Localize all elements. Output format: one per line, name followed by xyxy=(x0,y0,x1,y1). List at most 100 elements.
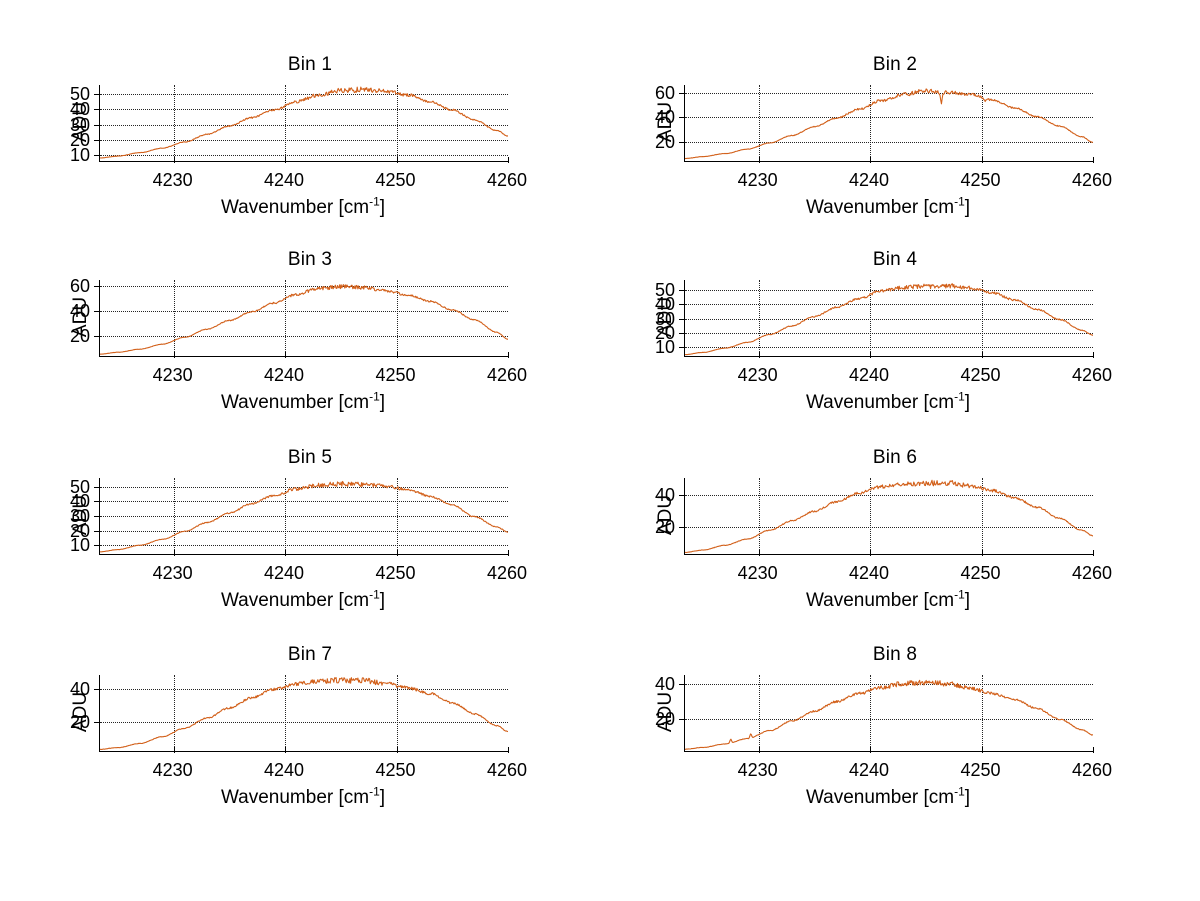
x-tick-label: 4260 xyxy=(486,563,528,583)
x-axis-label: Wavenumber [cm-1] xyxy=(684,589,1092,612)
x-gridline xyxy=(870,675,871,751)
x-tick xyxy=(508,746,509,753)
x-tick-label: 4240 xyxy=(263,760,305,780)
spectrum-line xyxy=(685,85,1093,161)
panel-bin-5: Bin 5 ADU 10 20 30 40 50 4230 4240 4250 4260 Wa… xyxy=(10,445,610,645)
x-tick-label: 4240 xyxy=(848,760,890,780)
x-tick-label: 4230 xyxy=(737,760,778,780)
x-axis-label-bracket: ] xyxy=(379,787,386,808)
x-tick xyxy=(870,549,871,556)
y-tick-label: 20 xyxy=(69,326,90,347)
x-axis-label-bracket: ] xyxy=(964,590,971,611)
x-tick xyxy=(173,746,175,753)
x-tick-label: 4250 xyxy=(960,365,1001,385)
x-axis-label-bracket: ] xyxy=(379,392,386,413)
x-tick xyxy=(396,746,398,753)
x-tick-label: 4240 xyxy=(263,563,305,583)
x-gridline xyxy=(285,675,286,751)
y-tick-label: 20 xyxy=(654,132,675,153)
panel-title: Bin 6 xyxy=(872,447,918,468)
y-tick xyxy=(94,139,100,141)
x-tick xyxy=(758,351,760,358)
y-gridline xyxy=(100,516,508,517)
x-gridline xyxy=(981,85,983,161)
y-gridline xyxy=(100,545,508,547)
y-tick xyxy=(679,347,685,349)
y-tick-label: 10 xyxy=(69,535,90,556)
x-tick xyxy=(870,351,871,358)
y-tick-label: 40 xyxy=(654,485,675,506)
x-axis-label: Wavenumber [cm-1] xyxy=(99,784,507,809)
x-tick-label: 4260 xyxy=(1071,365,1113,385)
x-tick-label: 4250 xyxy=(375,170,416,190)
x-tick-label: 4240 xyxy=(848,563,890,583)
x-axis-label: Wavenumber [cm-1] xyxy=(684,391,1092,414)
plot-area xyxy=(100,85,508,161)
y-tick xyxy=(94,722,100,724)
x-tick-label: 4250 xyxy=(375,365,416,385)
x-tick-label: 4260 xyxy=(1071,760,1113,780)
x-gridline xyxy=(173,478,175,554)
y-tick-label: 30 xyxy=(654,308,675,329)
spectrum-line xyxy=(100,85,508,161)
y-gridline xyxy=(685,683,1093,685)
spectrum-line xyxy=(100,675,508,751)
x-gridline xyxy=(396,478,398,554)
y-tick-label: 40 xyxy=(69,678,90,699)
x-axis-label: Wavenumber [cm-1] xyxy=(99,589,507,612)
x-tick xyxy=(285,746,286,753)
x-tick-label: 4250 xyxy=(375,760,416,780)
x-tick xyxy=(173,549,175,556)
panel-bin-6: Bin 6 ADU 20 40 4230 4240 4250 4260 Wavenumb… xyxy=(595,445,1195,645)
x-gridline xyxy=(758,85,760,161)
y-tick xyxy=(94,545,100,547)
y-tick-label: 60 xyxy=(654,82,675,103)
axes-box xyxy=(679,85,1094,163)
y-tick xyxy=(94,109,100,111)
x-tick-label: 4240 xyxy=(848,365,890,385)
x-tick xyxy=(285,351,286,358)
y-gridline xyxy=(685,318,1093,320)
x-tick xyxy=(1093,549,1094,556)
x-tick-label: 4250 xyxy=(960,760,1001,780)
y-gridline xyxy=(100,286,508,288)
x-tick xyxy=(981,746,983,753)
y-tick-label: 20 xyxy=(654,323,675,344)
y-gridline xyxy=(100,94,508,96)
x-tick xyxy=(758,156,760,163)
x-tick xyxy=(285,549,286,556)
y-gridline xyxy=(100,501,508,503)
x-tick xyxy=(396,351,398,358)
y-tick-label: 40 xyxy=(69,301,90,322)
panel-bin-2: Bin 2 ADU 20 40 60 4230 4240 4250 4260 Wavenu… xyxy=(595,52,1195,252)
plot-area xyxy=(100,280,508,356)
panel-bin-3: Bin 3 ADU 20 40 60 4230 4240 4250 4260 Wavenu… xyxy=(10,247,610,447)
x-gridline xyxy=(870,280,871,356)
plot-area xyxy=(685,280,1093,356)
y-gridline xyxy=(685,290,1093,291)
y-tick xyxy=(94,688,100,690)
y-tick xyxy=(679,495,685,497)
y-tick-label: 50 xyxy=(654,280,675,300)
x-axis-label-exponent: -1 xyxy=(369,784,380,799)
x-axis-label-text: Wavenumber [cm xyxy=(220,787,370,808)
y-gridline xyxy=(685,92,1093,94)
spectrum-line xyxy=(685,675,1093,751)
y-tick xyxy=(679,318,685,320)
x-axis-label-text: Wavenumber [cm xyxy=(805,787,955,808)
y-gridline xyxy=(100,722,508,724)
y-tick-label: 30 xyxy=(69,506,90,526)
x-axis-label-bracket: ] xyxy=(964,197,971,218)
y-tick-label: 50 xyxy=(69,84,90,105)
x-tick xyxy=(870,746,871,753)
panel-bin-8: Bin 8 ADU 20 40 4230 4240 4250 4260 Wavenumb… xyxy=(595,642,1195,842)
y-tick-label: 20 xyxy=(654,709,675,730)
y-gridline xyxy=(100,109,508,111)
x-tick-label: 4230 xyxy=(737,563,778,583)
y-gridline xyxy=(685,142,1093,144)
y-tick-label: 30 xyxy=(69,114,90,135)
x-gridline xyxy=(758,675,760,751)
x-axis-label-text: Wavenumber [cm xyxy=(805,590,955,611)
spectrum-line xyxy=(100,280,508,356)
x-tick xyxy=(173,156,175,163)
